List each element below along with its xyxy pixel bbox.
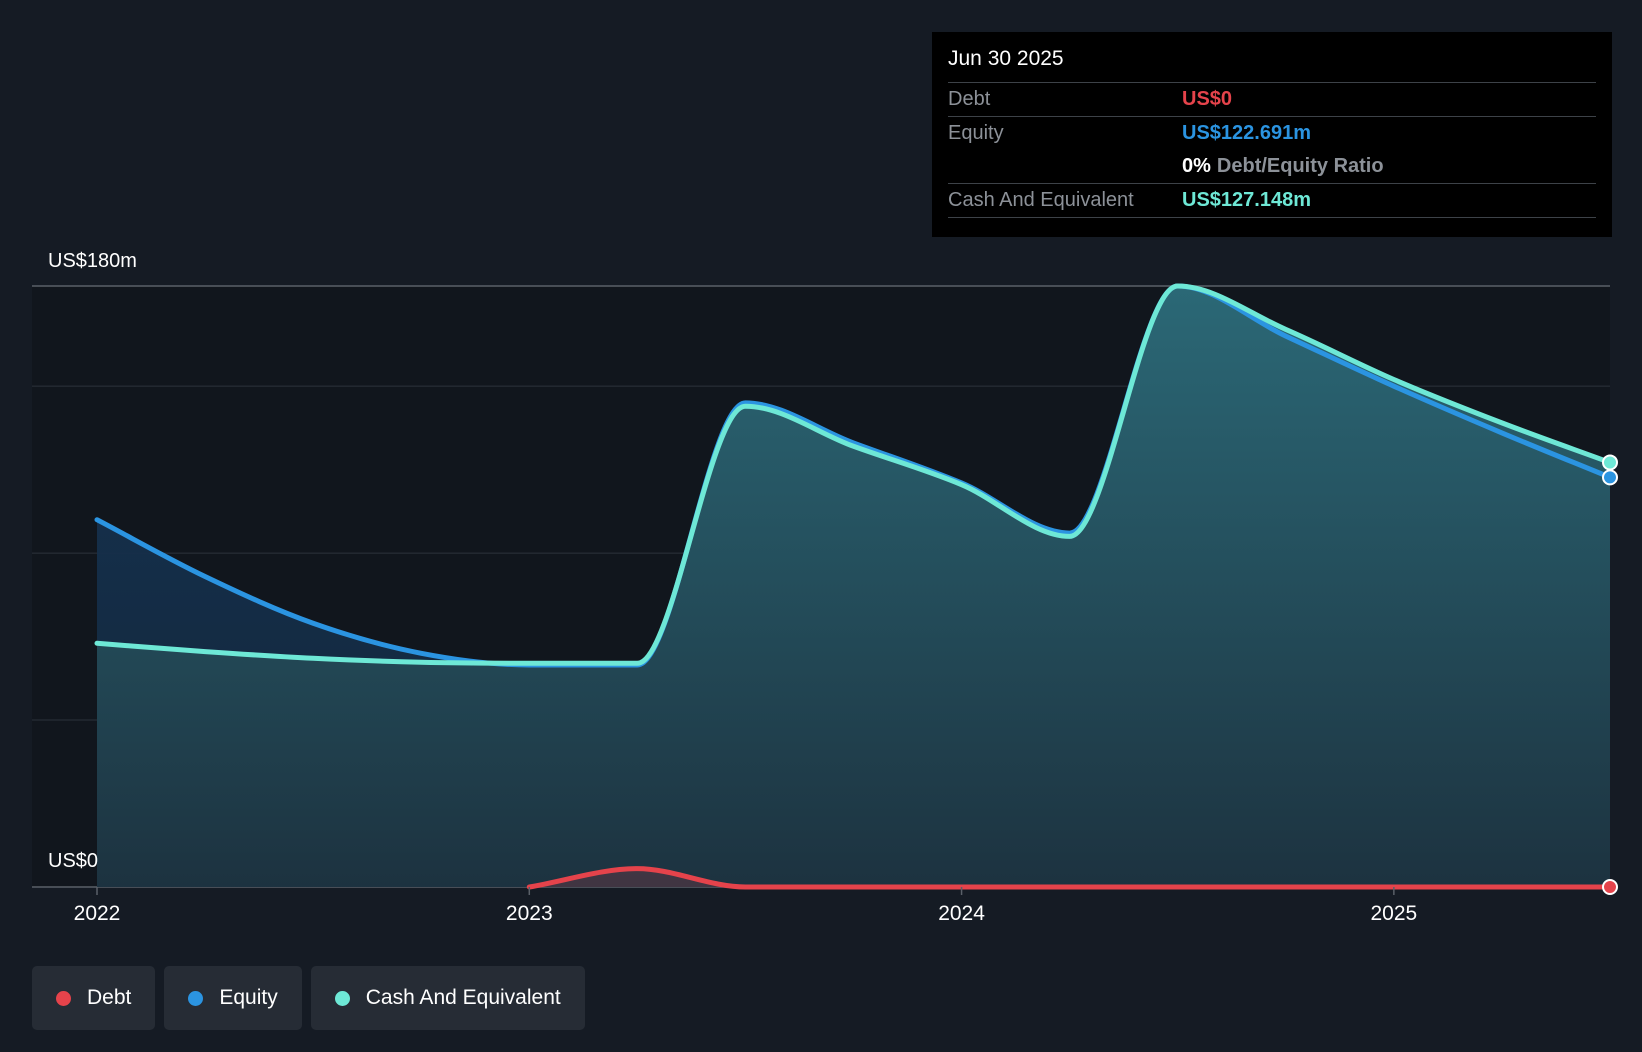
tooltip-ratio-value: 0% bbox=[1182, 155, 1211, 177]
equity-endpoint bbox=[1602, 469, 1618, 486]
x-tick-label: 2022 bbox=[74, 902, 121, 925]
x-tick-label: 2023 bbox=[506, 902, 553, 925]
debt-line bbox=[526, 866, 1613, 890]
tooltip-ratio-row: 0% Debt/Equity Ratio bbox=[948, 150, 1596, 184]
chart-legend: Debt Equity Cash And Equivalent bbox=[32, 966, 585, 1030]
legend-item-debt[interactable]: Debt bbox=[32, 966, 156, 1030]
legend-label-cash: Cash And Equivalent bbox=[365, 986, 561, 1009]
series-lines bbox=[94, 283, 1613, 890]
tooltip-cash-row: Cash And Equivalent US$127.148m bbox=[948, 184, 1596, 218]
legend-label-debt: Debt bbox=[87, 986, 132, 1009]
series-endpoints bbox=[1602, 454, 1618, 895]
y-axis-max-label: US$180m bbox=[48, 250, 137, 272]
tooltip-debt-row: Debt US$0 bbox=[948, 83, 1596, 117]
cash-and-equivalent-area bbox=[97, 286, 1610, 887]
y-axis-min-label: US$0 bbox=[48, 850, 99, 872]
legend-dot-equity-icon bbox=[188, 990, 204, 1006]
series-areas bbox=[97, 286, 1611, 887]
data-tooltip: Jun 30 2025 Debt US$0 Equity US$122.691m… bbox=[932, 32, 1612, 237]
legend-label-equity: Equity bbox=[219, 986, 278, 1009]
cash-and-equivalent-endpoint bbox=[1602, 454, 1618, 471]
tooltip-equity-row: Equity US$122.691m bbox=[948, 117, 1596, 150]
tooltip-ratio-label: Debt/Equity Ratio bbox=[1216, 155, 1384, 177]
tooltip-equity-label: Equity bbox=[948, 122, 1004, 144]
x-tick-label: 2024 bbox=[938, 902, 985, 925]
legend-dot-debt-icon bbox=[56, 990, 71, 1006]
tooltip-cash-label: Cash And Equivalent bbox=[948, 189, 1134, 211]
tooltip-debt-label: Debt bbox=[948, 88, 991, 110]
legend-item-equity[interactable]: Equity bbox=[164, 966, 302, 1030]
x-axis-ticks: 2022 2023 2024 2025 bbox=[74, 887, 1417, 925]
cash-and-equivalent-line bbox=[94, 283, 1613, 666]
x-tick-label: 2025 bbox=[1370, 902, 1417, 925]
tooltip-equity-value: US$122.691m bbox=[1182, 122, 1311, 144]
debt-endpoint bbox=[1602, 879, 1618, 895]
tooltip-debt-value: US$0 bbox=[1182, 88, 1233, 110]
equity-line bbox=[94, 283, 1613, 668]
tooltip-cash-value: US$127.148m bbox=[1182, 189, 1311, 211]
legend-dot-cash-icon bbox=[334, 990, 350, 1006]
legend-item-cash[interactable]: Cash And Equivalent bbox=[310, 966, 585, 1030]
tooltip-date: Jun 30 2025 bbox=[948, 46, 1596, 83]
